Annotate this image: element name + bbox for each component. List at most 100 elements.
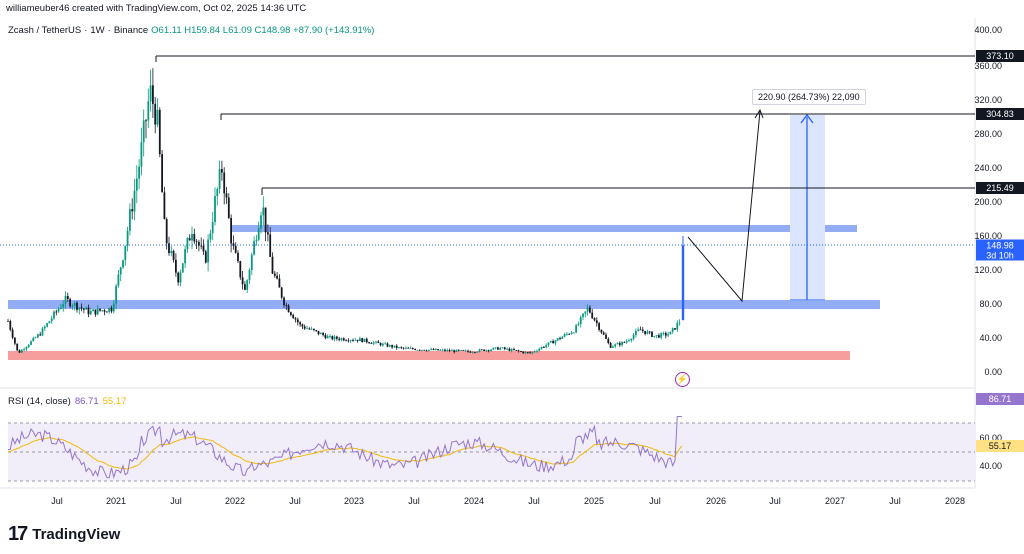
candle-body bbox=[368, 342, 370, 344]
candle-body bbox=[430, 349, 433, 350]
candle-body bbox=[278, 278, 281, 288]
price-tick: 240.00 bbox=[974, 163, 1002, 173]
candle-body bbox=[602, 332, 605, 335]
candle-body bbox=[444, 349, 446, 351]
lightning-icon[interactable]: ⚡ bbox=[675, 372, 690, 387]
support-zone-80 bbox=[8, 300, 880, 309]
candle-body bbox=[393, 345, 396, 348]
candle-body bbox=[211, 222, 214, 234]
candle-body bbox=[660, 333, 663, 338]
candle-body bbox=[71, 305, 74, 307]
candle-body bbox=[322, 333, 324, 336]
candle-body bbox=[43, 326, 46, 329]
candle-body bbox=[273, 273, 276, 276]
price-tick: 360.00 bbox=[974, 61, 1002, 71]
candle-body bbox=[248, 270, 251, 281]
candle-body bbox=[467, 350, 469, 352]
candle-body bbox=[175, 259, 177, 273]
price-tick: 80.00 bbox=[979, 299, 1002, 309]
candle-body bbox=[294, 318, 297, 320]
candle-body bbox=[241, 277, 244, 285]
symbol-interval[interactable]: 1W bbox=[90, 25, 105, 36]
candle-body bbox=[543, 347, 545, 348]
candle-body bbox=[172, 250, 175, 260]
candle-body bbox=[545, 345, 548, 348]
candle-body bbox=[271, 256, 274, 274]
candle-body bbox=[437, 349, 439, 351]
candle-body bbox=[306, 328, 308, 330]
candle-body bbox=[681, 245, 685, 321]
symbol-name[interactable]: Zcash / TetherUS bbox=[8, 25, 82, 36]
rsi-label[interactable]: RSI (14, close) bbox=[8, 396, 71, 407]
level-tag-373[interactable]: 373.10 bbox=[976, 50, 1024, 62]
candle-body bbox=[315, 330, 318, 331]
candle-body bbox=[303, 326, 306, 329]
candle-body bbox=[485, 350, 488, 351]
symbol-legend[interactable]: Zcash / TetherUS · 1W · Binance O61.11 H… bbox=[8, 25, 375, 36]
candle-body bbox=[497, 347, 499, 350]
candle-body bbox=[296, 319, 299, 323]
candle-body bbox=[402, 347, 405, 349]
time-tick: Jul bbox=[528, 496, 540, 506]
candle-body bbox=[69, 299, 71, 307]
tradingview-mark-icon: 17 bbox=[8, 523, 28, 545]
candle-body bbox=[540, 347, 543, 349]
candle-body bbox=[129, 209, 131, 231]
candle-body bbox=[549, 341, 552, 343]
time-tick: Jul bbox=[769, 496, 781, 506]
candle-body bbox=[186, 238, 189, 250]
candle-body bbox=[632, 335, 635, 339]
candle-body bbox=[326, 336, 329, 339]
candle-body bbox=[165, 219, 168, 244]
candle-body bbox=[225, 193, 228, 198]
level-tag-215[interactable]: 215.49 bbox=[976, 182, 1024, 194]
candle-body bbox=[487, 350, 490, 351]
candle-body bbox=[218, 169, 221, 189]
tradingview-logo[interactable]: 17 TradingView bbox=[8, 523, 120, 546]
candle-body bbox=[131, 209, 134, 212]
time-tick: Jul bbox=[51, 496, 63, 506]
level-tag-304[interactable]: 304.83 bbox=[976, 108, 1024, 120]
time-tick: Jul bbox=[289, 496, 301, 506]
candle-body bbox=[356, 339, 359, 341]
candle-body bbox=[616, 343, 619, 345]
candle-body bbox=[333, 336, 336, 340]
candle-body bbox=[630, 338, 633, 341]
candle-body bbox=[200, 245, 203, 247]
candle-body bbox=[494, 347, 497, 349]
candle-body bbox=[476, 351, 479, 353]
candle-body bbox=[593, 318, 596, 321]
candle-body bbox=[119, 267, 122, 275]
candle-body bbox=[517, 350, 520, 352]
candle-body bbox=[349, 340, 352, 342]
candle-body bbox=[34, 337, 37, 339]
candle-body bbox=[414, 349, 416, 351]
projection-path bbox=[687, 110, 761, 303]
candle-body bbox=[423, 349, 426, 351]
candle-body bbox=[618, 343, 621, 346]
current-price-tag[interactable]: 148.98 3d 10h bbox=[976, 239, 1024, 261]
candle-body bbox=[234, 245, 237, 253]
candle-body bbox=[53, 311, 55, 319]
candle-body bbox=[379, 343, 382, 346]
rsi-value-tag: 86.71 bbox=[976, 393, 1024, 405]
measure-label[interactable]: 220.90 (264.73%) 22,090 bbox=[752, 89, 866, 105]
candle-body bbox=[338, 338, 341, 340]
candle-body bbox=[669, 331, 672, 335]
time-tick: 2022 bbox=[224, 496, 246, 506]
candle-body bbox=[9, 321, 12, 330]
candle-body bbox=[57, 308, 60, 312]
candle-body bbox=[73, 302, 76, 306]
candle-body bbox=[609, 343, 612, 348]
candle-body bbox=[161, 154, 163, 193]
candle-body bbox=[41, 328, 44, 336]
candle-body bbox=[648, 331, 651, 333]
rsi-legend[interactable]: RSI (14, close) 86.71 55.17 bbox=[8, 396, 126, 407]
rsi-tick: 40.00 bbox=[979, 461, 1002, 471]
candle-body bbox=[536, 350, 538, 352]
candle-body bbox=[448, 349, 451, 351]
candle-body bbox=[18, 350, 21, 353]
candle-body bbox=[269, 234, 272, 257]
candle-body bbox=[96, 308, 99, 315]
